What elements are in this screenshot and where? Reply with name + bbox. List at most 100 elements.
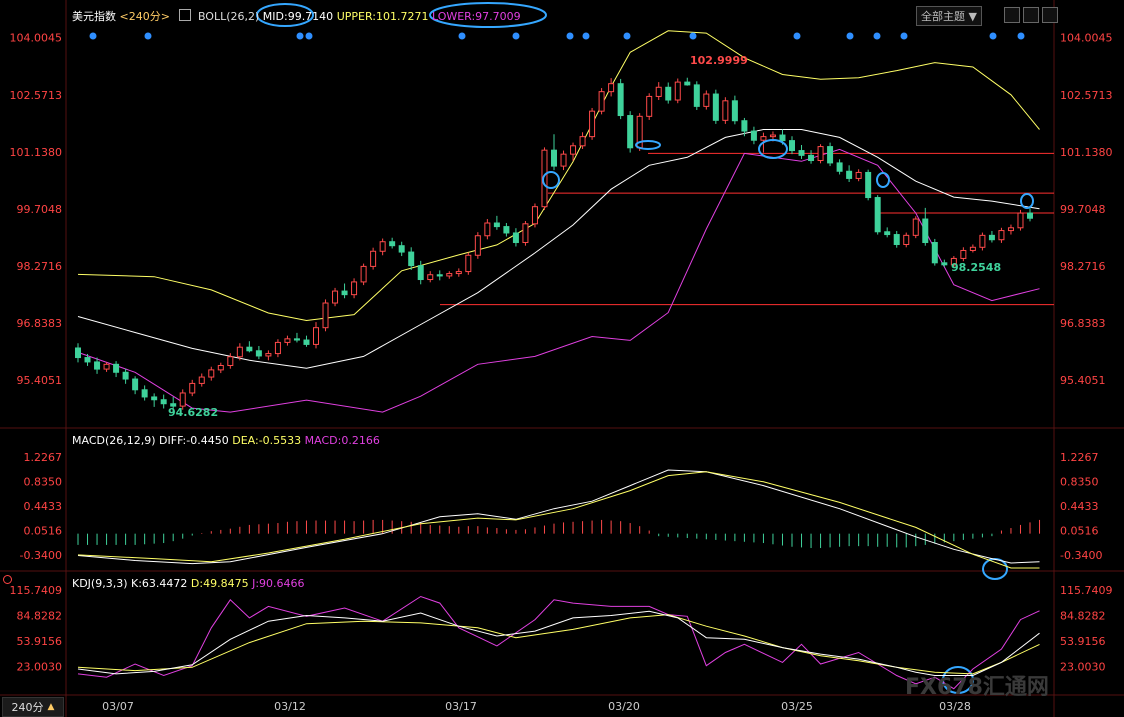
y-tick-label-right: 0.8350 (1060, 476, 1099, 489)
candle-body (313, 327, 319, 345)
kdj-label: KDJ(9,3,3) (72, 577, 128, 590)
y-tick-label-right: 84.8282 (1060, 610, 1106, 623)
candle-body (1007, 227, 1014, 232)
candle-body (979, 234, 986, 248)
signal-dot (566, 32, 574, 40)
kdj-panel (77, 595, 1040, 690)
candle-body (589, 110, 596, 138)
y-tick-label-right: 95.4051 (1060, 374, 1106, 387)
kdj-j-line (77, 595, 1040, 690)
chart-type-icon[interactable] (1004, 7, 1020, 23)
y-tick-label-left: 0.0516 (24, 524, 63, 537)
candle-body (912, 218, 919, 236)
y-tick-label-right: 99.7048 (1060, 203, 1106, 216)
price-annotation: 94.6282 (168, 406, 218, 419)
boll-upper-line (77, 30, 1040, 322)
highlight-circle (758, 139, 788, 159)
signal-dot (846, 32, 854, 40)
candle-body (379, 241, 386, 252)
candle-body (217, 365, 224, 371)
candle-body (836, 162, 843, 172)
signal-dot (296, 32, 304, 40)
candle-body (551, 149, 557, 167)
candle-body (579, 136, 586, 147)
x-tick-label: 03/17 (445, 700, 477, 713)
candle-body (560, 153, 567, 167)
macd-diff-line (77, 469, 1040, 565)
candle-body (255, 350, 262, 357)
candle-body (103, 363, 110, 370)
signal-dot (512, 32, 520, 40)
candle-body (750, 130, 757, 141)
candle-body (113, 363, 120, 373)
candle-body (427, 274, 434, 281)
signal-dot (458, 32, 466, 40)
period-up-arrow-icon: ▲ (47, 702, 55, 712)
header-bar: 美元指数 <240分> BOLL(26,2) MID:99.7140 UPPER… (72, 8, 521, 24)
period-button[interactable]: 240分 ▲ (2, 697, 64, 717)
y-tick-label-left: 0.4433 (24, 500, 63, 513)
candle-body (741, 120, 748, 132)
y-tick-label-left: 84.8282 (17, 610, 63, 623)
y-tick-label-left: 95.4051 (17, 374, 63, 387)
close-icon[interactable] (1042, 7, 1058, 23)
candle-body (151, 396, 158, 401)
candle-body (132, 378, 139, 391)
macd-dea-line (77, 471, 1040, 569)
candle-body (189, 382, 196, 394)
signal-dot (873, 32, 881, 40)
y-tick-label-left: 102.5713 (10, 89, 63, 102)
candle-body (617, 83, 624, 117)
candle-body (360, 265, 367, 283)
x-tick-label: 03/28 (939, 700, 971, 713)
candle-body (246, 346, 253, 352)
boll-upper: UPPER:101.7271 (336, 10, 429, 23)
instrument-title: 美元指数 (72, 10, 116, 23)
candle-body (408, 251, 415, 267)
candle-body (703, 93, 710, 107)
candle-body (417, 265, 424, 281)
boll-lower: LOWER:97.7009 (431, 10, 521, 23)
candle-body (198, 376, 205, 384)
y-tick-label-right: -0.3400 (1060, 549, 1102, 562)
candle-body (884, 231, 891, 236)
y-tick-label-left: 99.7048 (17, 203, 63, 216)
y-tick-label-left: 98.2716 (17, 260, 63, 273)
candle-body (779, 134, 786, 142)
watermark: FX678汇通网 (905, 675, 1049, 700)
candle-body (627, 115, 634, 149)
theme-select-button[interactable]: 全部主题 ▼ (916, 6, 982, 26)
boll-label: BOLL(26,2) (197, 10, 260, 23)
candle-body (960, 249, 967, 259)
price-annotation: 102.9999 (690, 54, 748, 67)
panel-marker-icon[interactable] (3, 575, 12, 584)
macd-dea: DEA:-0.5533 (232, 434, 302, 447)
candle-body (608, 83, 615, 93)
candle-body (998, 230, 1005, 241)
y-tick-label-left: 53.9156 (17, 635, 63, 648)
x-tick-label: 03/25 (781, 700, 813, 713)
candle-body (1027, 212, 1033, 219)
candle-body (570, 145, 577, 155)
period-button-label: 240分 (11, 701, 44, 714)
candle-body (503, 226, 510, 234)
boll-icon[interactable] (179, 9, 192, 21)
candle-body (370, 250, 377, 267)
candle-body (874, 197, 881, 233)
y-tick-label-left: 23.0030 (17, 660, 63, 673)
candle-body (674, 81, 681, 101)
highlight-circle (635, 140, 661, 150)
macd-header: MACD(26,12,9) DIFF:-0.4450 DEA:-0.5533 M… (72, 434, 380, 447)
signal-dot (900, 32, 908, 40)
highlight-circle (429, 2, 547, 28)
y-tick-label-left: 96.8383 (17, 317, 63, 330)
y-tick-label-left: 0.8350 (24, 476, 63, 489)
kdj-k-line (77, 610, 1040, 676)
layout-icon[interactable] (1023, 7, 1039, 23)
candle-body (236, 346, 243, 358)
candle-body (693, 84, 700, 107)
period-label: <240分> (119, 10, 170, 23)
candle-body (274, 341, 281, 355)
candle-body (208, 369, 215, 378)
